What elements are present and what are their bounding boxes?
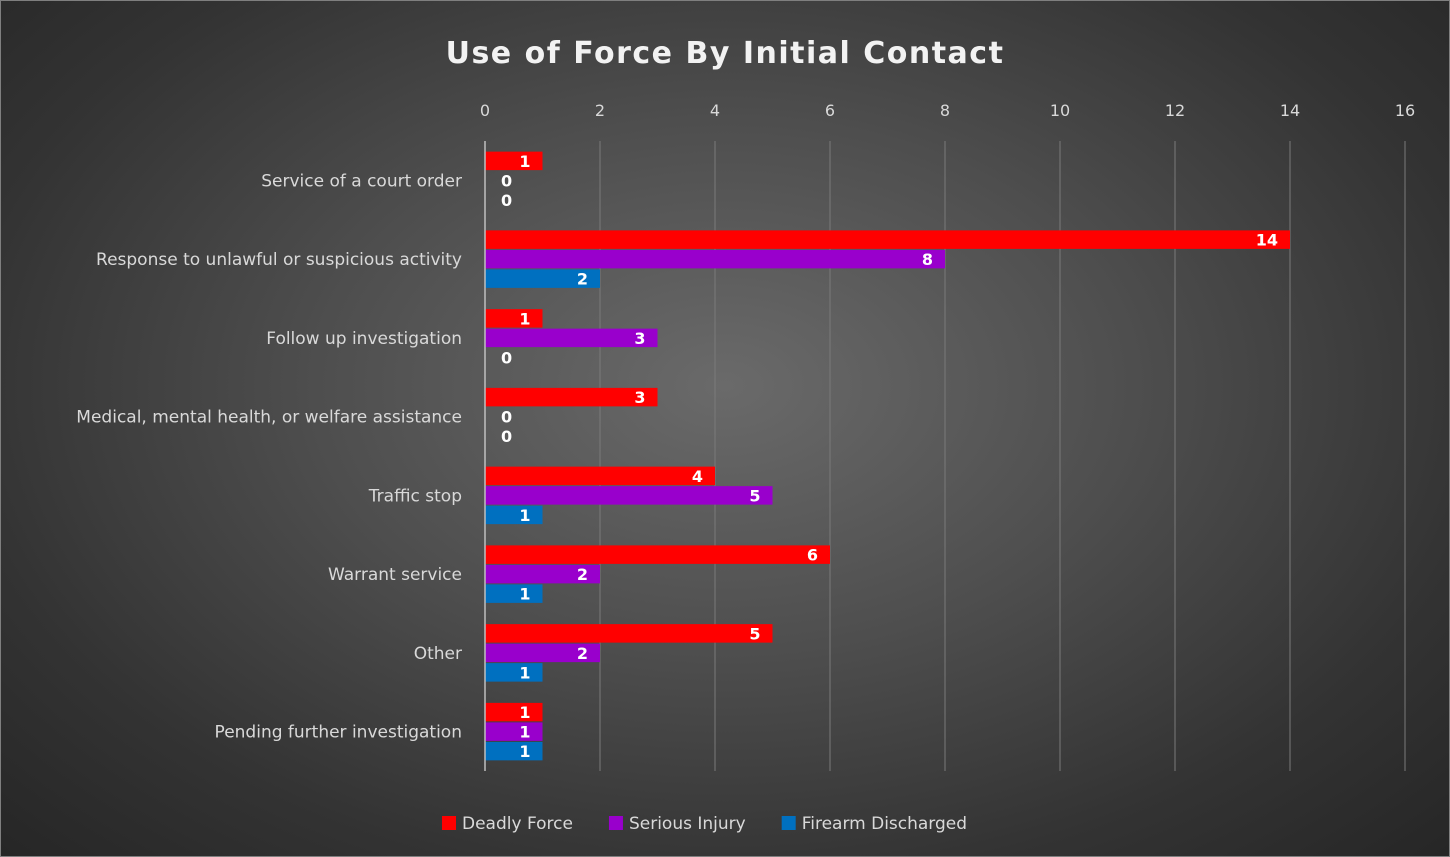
bar-firearm-discharged: [485, 584, 543, 603]
bar-deadly-force: [485, 702, 543, 722]
category-label: Response to unlawful or suspicious activ…: [96, 250, 462, 270]
bar-serious-injury: [485, 249, 945, 269]
bar-deadly-force: [485, 230, 1290, 249]
chart-title: Use of Force By Initial Contact: [446, 36, 1005, 71]
data-label: 1: [519, 723, 530, 742]
data-label: 2: [577, 644, 588, 663]
bar-deadly-force: [485, 151, 543, 171]
data-label: 3: [634, 388, 645, 407]
legend-label: Serious Injury: [629, 814, 746, 834]
x-tick-label: 4: [710, 101, 720, 120]
data-label: 3: [634, 329, 645, 348]
data-label: 1: [519, 506, 530, 525]
bar-firearm-discharged: [485, 741, 543, 761]
x-tick-label: 2: [595, 101, 605, 120]
data-label: 0: [501, 171, 512, 190]
data-label: 1: [519, 309, 530, 328]
bar-deadly-force: [485, 387, 658, 407]
category-label: Warrant service: [328, 565, 462, 585]
category-label: Pending further investigation: [215, 723, 462, 743]
legend-label: Firearm Discharged: [802, 814, 967, 834]
data-label: 6: [807, 546, 818, 565]
x-axis-ticks: 0 2 4 6 8 10 12 14 16: [480, 101, 1415, 120]
x-tick-label: 10: [1050, 101, 1070, 120]
legend-swatch: [608, 816, 623, 830]
bar-serious-injury: [485, 643, 600, 663]
bar-firearm-discharged: [485, 269, 600, 288]
data-label: 0: [501, 408, 512, 427]
x-tick-label: 14: [1280, 101, 1300, 120]
category-label: Medical, mental health, or welfare assis…: [76, 408, 462, 428]
x-tick-label: 8: [940, 101, 950, 120]
category-label: Traffic stop: [368, 486, 462, 506]
data-label: 2: [577, 270, 588, 289]
legend-swatch: [442, 816, 456, 830]
data-label: 1: [519, 152, 530, 171]
data-label: 4: [692, 467, 703, 486]
bar-serious-injury: [485, 564, 600, 584]
bar-deadly-force: [485, 309, 543, 328]
data-label: 1: [519, 703, 530, 722]
data-label: 5: [749, 486, 760, 505]
bar-deadly-force: [485, 545, 830, 564]
data-label: 0: [501, 427, 512, 446]
bar-serious-injury: [485, 722, 543, 741]
data-label: 5: [749, 624, 760, 643]
data-label: 1: [519, 742, 530, 761]
legend-swatch: [781, 816, 796, 830]
bars: [485, 151, 1290, 761]
data-label: 8: [922, 250, 933, 269]
category-label: Other: [414, 644, 462, 664]
category-label: Service of a court order: [261, 171, 462, 191]
data-label: 14: [1256, 231, 1278, 250]
bar-serious-injury: [485, 328, 658, 348]
category-axis: Service of a court order Response to unla…: [76, 171, 462, 742]
x-tick-label: 0: [480, 101, 490, 120]
data-label: 2: [577, 565, 588, 584]
x-tick-label: 6: [825, 101, 835, 120]
bar-deadly-force: [485, 466, 715, 486]
legend-label: Deadly Force: [462, 814, 573, 834]
x-tick-label: 12: [1165, 101, 1185, 120]
data-label: 1: [519, 663, 530, 682]
bar-deadly-force: [485, 624, 773, 643]
category-label: Follow up investigation: [266, 329, 462, 349]
bar-firearm-discharged: [485, 505, 543, 525]
x-tick-label: 16: [1395, 101, 1415, 120]
legend: Deadly Force Serious Injury Firearm Discha…: [442, 814, 967, 834]
data-label: 0: [501, 191, 512, 210]
data-label: 1: [519, 585, 530, 604]
data-label: 0: [501, 348, 512, 367]
bar-firearm-discharged: [485, 663, 543, 682]
bar-serious-injury: [485, 486, 773, 505]
